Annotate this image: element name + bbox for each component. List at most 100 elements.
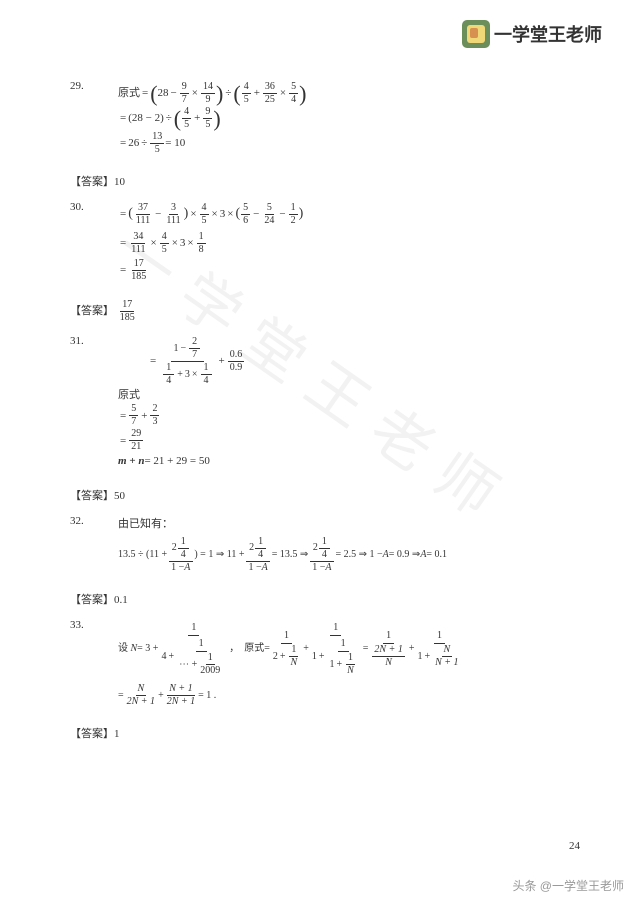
- num-text: = 10: [165, 136, 185, 150]
- frac-num: 5: [289, 82, 298, 94]
- num-text: 28: [158, 86, 169, 100]
- content-area: 29. 原式 = ( 28 − 97 × 149 ) ÷ ( 45 + 3625…: [70, 80, 600, 753]
- num-text: = 1 .: [198, 689, 216, 702]
- problem-body: 原式 = ( 28 − 97 × 149 ) ÷ ( 45 + 3625 × 5…: [118, 80, 600, 157]
- frac-den: 3: [150, 416, 159, 427]
- num-text: 3: [185, 370, 190, 380]
- frac-num: 3: [169, 203, 178, 215]
- problem-30: 30. = ( 37111 − 3111 ) × 45 ×3× ( 56 − 5…: [70, 201, 600, 284]
- problem-32: 32. 由已知有： 13.5 ÷ (11 + 2141 − A ) = 1 ⇒ …: [70, 515, 600, 575]
- num-text: 1: [329, 658, 334, 671]
- frac-num: 4: [242, 82, 251, 94]
- frac-num: 1: [346, 653, 355, 665]
- page-header: 一学堂王老师: [462, 20, 602, 48]
- frac-num: 1: [319, 537, 330, 549]
- page-number: 24: [569, 840, 580, 852]
- frac-num: 1: [289, 645, 298, 657]
- frac-num: 1: [330, 621, 341, 636]
- label-let: 设: [118, 642, 128, 655]
- frac-num: 29: [129, 429, 143, 441]
- frac-num: 1: [188, 621, 199, 636]
- frac-den: 8: [197, 244, 206, 255]
- problem-body: = ( 37111 − 3111 ) × 45 ×3× ( 56 − 524 −…: [118, 201, 600, 284]
- frac-num: 9: [180, 82, 189, 94]
- answer-label: 【答案】: [70, 176, 114, 188]
- frac-num: 5: [265, 203, 274, 215]
- num-text: = 3 +: [137, 642, 158, 655]
- num-text: 26: [128, 136, 139, 150]
- num-text: 1 −: [312, 563, 325, 573]
- comma: ，: [229, 642, 239, 655]
- frac-num: 1: [338, 637, 349, 652]
- num-text: 4: [161, 650, 166, 663]
- num-text: (28 − 2): [128, 111, 164, 125]
- num-text: 3: [220, 207, 226, 221]
- problem-29: 29. 原式 = ( 28 − 97 × 149 ) ÷ ( 45 + 3625…: [70, 80, 600, 157]
- num-text: 3: [180, 236, 186, 250]
- var-text: N: [131, 643, 138, 654]
- frac-num: 1: [197, 232, 206, 244]
- answer-value: 0.1: [114, 594, 128, 606]
- logo-icon: [462, 20, 490, 48]
- frac-num: 5: [241, 203, 250, 215]
- num-text: 1 −: [171, 563, 184, 573]
- frac-num: 1: [196, 637, 207, 652]
- answer-label: 【答案】: [70, 594, 114, 606]
- num-text: 1: [417, 650, 422, 663]
- frac-den: 7: [180, 94, 189, 105]
- frac-num: 1: [383, 629, 394, 644]
- frac-num: 17: [132, 259, 146, 271]
- problem-31: 31. = 1−27 14+3×14 + 0.60.9 原式 = 57 + 23…: [70, 335, 600, 471]
- frac-den: 111: [134, 215, 152, 226]
- frac-den: 5: [200, 215, 209, 226]
- frac-den: 0.9: [228, 362, 245, 373]
- answer-31: 【答案】50: [70, 487, 600, 503]
- frac-den: N: [345, 665, 356, 676]
- frac-num: 37: [136, 203, 150, 215]
- num-text: = 13.5 ⇒: [272, 548, 309, 561]
- frac-num: 2N + 1: [372, 645, 404, 657]
- frac-num: 14: [201, 82, 215, 94]
- var-text: A: [325, 563, 331, 573]
- frac-den: 4: [319, 549, 330, 560]
- frac-num: N: [442, 645, 453, 657]
- frac-den: 7: [129, 416, 138, 427]
- op-eq: =: [118, 689, 124, 702]
- num-text: 1 −: [248, 563, 261, 573]
- answer-value: 10: [114, 176, 125, 188]
- frac-den: 4: [178, 549, 189, 560]
- frac-num: 1: [434, 629, 445, 644]
- problem-number: 32.: [70, 515, 98, 527]
- frac-den: 5: [160, 244, 169, 255]
- num-text: 2: [313, 543, 318, 553]
- frac-den: 111: [129, 244, 147, 255]
- frac-num: 1: [281, 629, 292, 644]
- header-title: 一学堂王老师: [494, 21, 602, 47]
- num-text: = 0.1: [426, 548, 447, 561]
- problem-number: 31.: [70, 335, 98, 347]
- answer-30: 【答案】 17185: [70, 300, 600, 323]
- num-text: 1: [312, 650, 317, 663]
- frac-den: 7: [189, 349, 200, 360]
- num-text: ) = 1 ⇒ 11 +: [194, 548, 244, 561]
- var-text: A: [184, 563, 190, 573]
- frac-den: 111: [164, 215, 182, 226]
- label-yuanshi: 原式: [118, 86, 140, 100]
- problem-number: 33.: [70, 619, 98, 631]
- num-text: = 21 + 29 = 50: [144, 454, 209, 468]
- num-text: ⋯ +: [179, 658, 197, 671]
- problem-body: = 1−27 14+3×14 + 0.60.9 原式 = 57 + 23 = 2…: [118, 335, 600, 471]
- frac-num: N: [136, 684, 147, 696]
- frac-den: 2N + 1: [165, 696, 197, 707]
- num-text: 13.5 ÷ (11 +: [118, 548, 167, 561]
- frac-den: N: [289, 657, 300, 668]
- num-text: 2: [249, 543, 254, 553]
- frac-num: 2: [150, 404, 159, 416]
- label-yuanshi: 原式: [244, 642, 264, 655]
- frac-num: 1: [206, 653, 215, 665]
- frac-den: N + 1: [433, 657, 460, 668]
- frac-den: 185: [118, 312, 137, 323]
- answer-value: 50: [114, 490, 125, 502]
- frac-num: 1: [255, 537, 266, 549]
- frac-den: 185: [129, 271, 148, 282]
